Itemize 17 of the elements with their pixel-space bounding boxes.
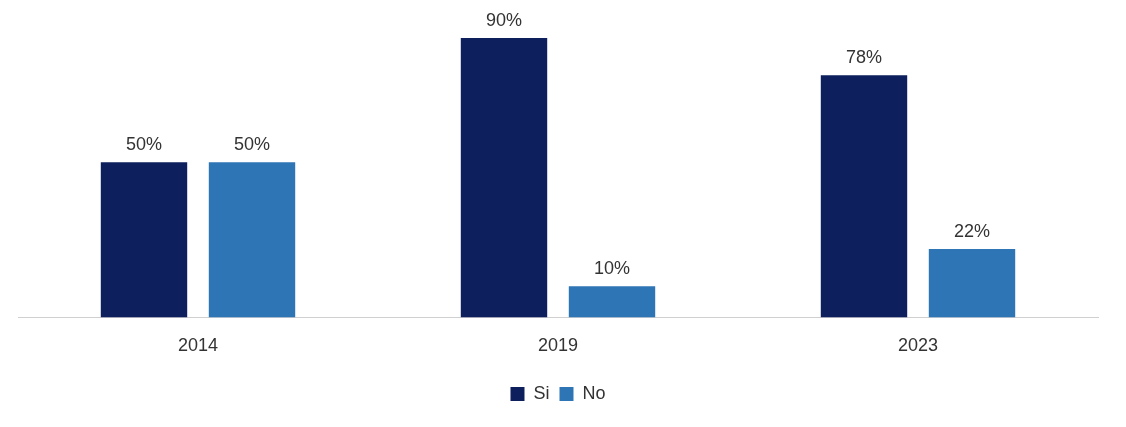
data-label: 22%: [953, 221, 991, 242]
legend-label: No: [582, 382, 606, 403]
bar: [460, 38, 548, 318]
data-label: 78%: [845, 47, 883, 68]
bar: [568, 286, 656, 318]
data-label: 50%: [233, 134, 271, 155]
bar: [928, 249, 1016, 318]
bar: [820, 75, 908, 318]
data-label: 10%: [593, 258, 631, 279]
bar: [208, 162, 296, 318]
bar: [100, 162, 188, 318]
data-label: 90%: [485, 9, 523, 30]
x-tick-label: 2019: [537, 335, 579, 356]
legend-label: Si: [533, 382, 550, 403]
data-label: 50%: [125, 134, 163, 155]
x-tick-label: 2023: [897, 335, 939, 356]
x-tick-label: 2014: [177, 335, 219, 356]
